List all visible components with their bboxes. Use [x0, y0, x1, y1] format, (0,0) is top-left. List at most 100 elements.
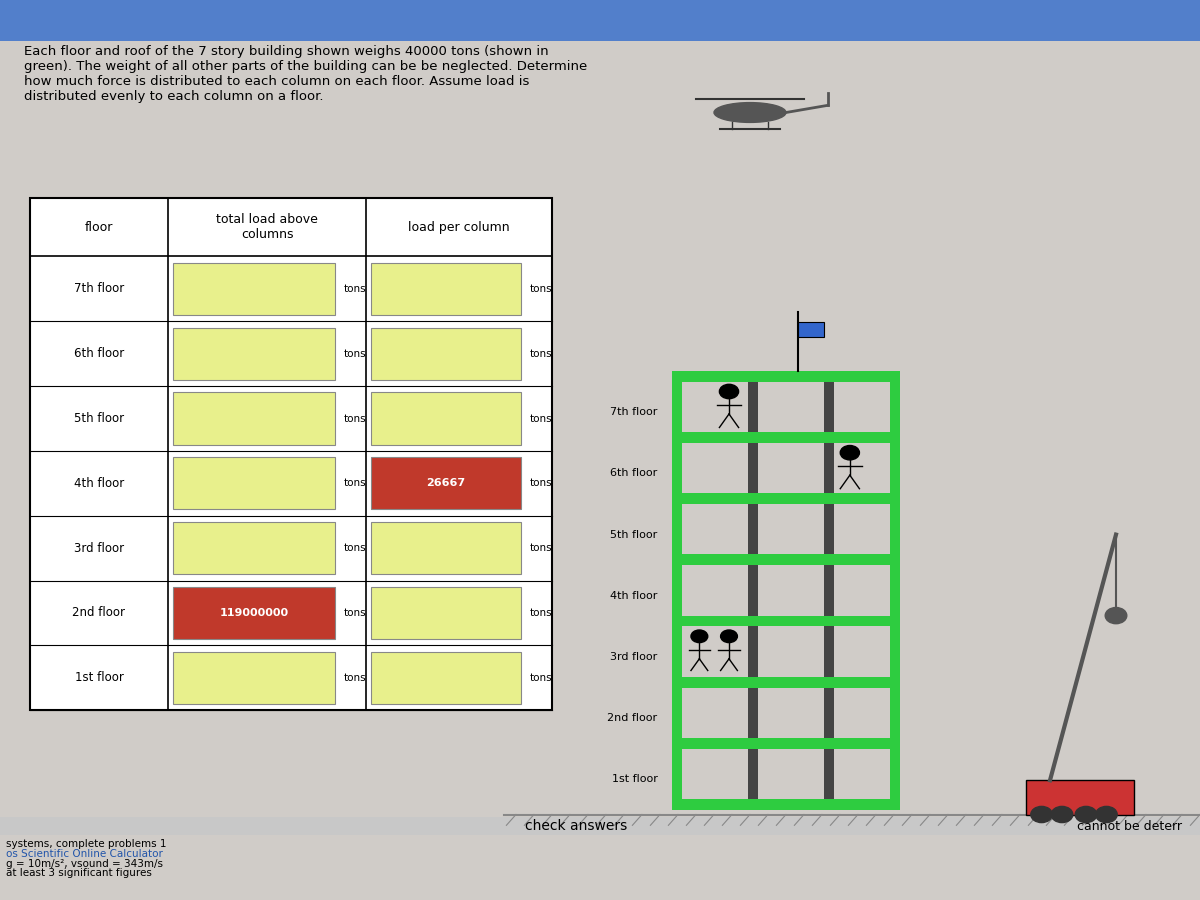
- Text: tons: tons: [344, 413, 366, 424]
- FancyBboxPatch shape: [672, 565, 682, 616]
- FancyBboxPatch shape: [173, 392, 335, 445]
- FancyBboxPatch shape: [672, 371, 900, 382]
- Text: 2nd floor: 2nd floor: [72, 607, 126, 619]
- FancyBboxPatch shape: [748, 371, 757, 810]
- FancyBboxPatch shape: [824, 565, 834, 616]
- FancyBboxPatch shape: [672, 493, 900, 504]
- Text: tons: tons: [344, 348, 366, 359]
- Text: tons: tons: [344, 284, 366, 294]
- FancyBboxPatch shape: [890, 504, 900, 554]
- Circle shape: [840, 446, 859, 460]
- FancyBboxPatch shape: [672, 616, 900, 626]
- FancyBboxPatch shape: [824, 749, 834, 799]
- Text: p: p: [809, 325, 814, 334]
- Circle shape: [1051, 806, 1073, 823]
- Text: 2nd floor: 2nd floor: [607, 713, 658, 724]
- Text: 3rd floor: 3rd floor: [74, 542, 124, 554]
- Text: systems, complete problems 1: systems, complete problems 1: [6, 839, 167, 849]
- FancyBboxPatch shape: [173, 652, 335, 704]
- FancyBboxPatch shape: [173, 328, 335, 380]
- FancyBboxPatch shape: [371, 457, 521, 509]
- FancyBboxPatch shape: [672, 749, 682, 799]
- FancyBboxPatch shape: [672, 371, 682, 810]
- Text: check answers: check answers: [524, 819, 628, 833]
- Text: tons: tons: [530, 348, 552, 359]
- Circle shape: [1105, 608, 1127, 624]
- Text: tons: tons: [530, 284, 552, 294]
- FancyBboxPatch shape: [672, 688, 682, 738]
- Text: load per column: load per column: [408, 220, 510, 234]
- Text: 7th floor: 7th floor: [74, 283, 124, 295]
- Text: BARNHART: BARNHART: [1055, 795, 1093, 800]
- FancyBboxPatch shape: [890, 688, 900, 738]
- FancyBboxPatch shape: [890, 749, 900, 799]
- Ellipse shape: [714, 103, 786, 122]
- FancyBboxPatch shape: [824, 504, 834, 554]
- FancyBboxPatch shape: [824, 382, 834, 432]
- Text: floor: floor: [85, 220, 113, 234]
- Circle shape: [1031, 806, 1052, 823]
- FancyBboxPatch shape: [672, 738, 900, 749]
- FancyBboxPatch shape: [173, 522, 335, 574]
- Text: 3rd floor: 3rd floor: [611, 652, 658, 662]
- FancyBboxPatch shape: [371, 328, 521, 380]
- Text: 6th floor: 6th floor: [611, 468, 658, 479]
- FancyBboxPatch shape: [748, 626, 757, 677]
- FancyBboxPatch shape: [748, 382, 757, 432]
- FancyBboxPatch shape: [672, 382, 682, 432]
- Circle shape: [720, 384, 739, 399]
- Text: os Scientific Online Calculator: os Scientific Online Calculator: [6, 849, 163, 859]
- FancyBboxPatch shape: [798, 322, 824, 337]
- FancyBboxPatch shape: [824, 371, 834, 810]
- Circle shape: [1096, 806, 1117, 823]
- Text: tons: tons: [530, 478, 552, 489]
- FancyBboxPatch shape: [672, 554, 900, 565]
- Circle shape: [1075, 806, 1097, 823]
- Text: tons: tons: [344, 478, 366, 489]
- FancyBboxPatch shape: [672, 504, 682, 554]
- FancyBboxPatch shape: [748, 749, 757, 799]
- Text: tons: tons: [530, 672, 552, 683]
- FancyBboxPatch shape: [890, 626, 900, 677]
- FancyBboxPatch shape: [890, 382, 900, 432]
- FancyBboxPatch shape: [30, 198, 552, 710]
- FancyBboxPatch shape: [173, 587, 335, 639]
- FancyBboxPatch shape: [173, 263, 335, 315]
- Bar: [0, 0, 1200, 40]
- Text: tons: tons: [530, 608, 552, 618]
- FancyBboxPatch shape: [748, 443, 757, 493]
- Text: 1st floor: 1st floor: [74, 671, 124, 684]
- Circle shape: [691, 630, 708, 643]
- FancyBboxPatch shape: [371, 652, 521, 704]
- Text: 119000000: 119000000: [220, 608, 288, 618]
- FancyBboxPatch shape: [890, 443, 900, 493]
- FancyBboxPatch shape: [1026, 780, 1134, 814]
- FancyBboxPatch shape: [672, 626, 682, 677]
- Text: at least 3 significant figures: at least 3 significant figures: [6, 868, 152, 878]
- Text: 26667: 26667: [426, 478, 466, 489]
- FancyBboxPatch shape: [672, 677, 900, 688]
- Text: tons: tons: [530, 413, 552, 424]
- FancyBboxPatch shape: [748, 565, 757, 616]
- FancyBboxPatch shape: [824, 626, 834, 677]
- Text: g = 10m/s², vsound = 343m/s: g = 10m/s², vsound = 343m/s: [6, 859, 163, 868]
- Text: tons: tons: [344, 543, 366, 553]
- FancyBboxPatch shape: [748, 688, 757, 738]
- Text: total load above
columns: total load above columns: [216, 213, 318, 241]
- FancyBboxPatch shape: [672, 799, 900, 810]
- FancyBboxPatch shape: [890, 371, 900, 810]
- FancyBboxPatch shape: [672, 432, 900, 443]
- FancyBboxPatch shape: [672, 443, 682, 493]
- FancyBboxPatch shape: [824, 443, 834, 493]
- FancyBboxPatch shape: [890, 371, 900, 810]
- FancyBboxPatch shape: [173, 457, 335, 509]
- Text: cannot be deterr: cannot be deterr: [1078, 820, 1182, 832]
- FancyBboxPatch shape: [371, 263, 521, 315]
- Text: 5th floor: 5th floor: [611, 529, 658, 540]
- Text: 1st floor: 1st floor: [612, 774, 658, 785]
- FancyBboxPatch shape: [371, 392, 521, 445]
- FancyBboxPatch shape: [371, 587, 521, 639]
- Bar: [0, 817, 1200, 835]
- Text: 4th floor: 4th floor: [611, 590, 658, 601]
- Text: tons: tons: [344, 672, 366, 683]
